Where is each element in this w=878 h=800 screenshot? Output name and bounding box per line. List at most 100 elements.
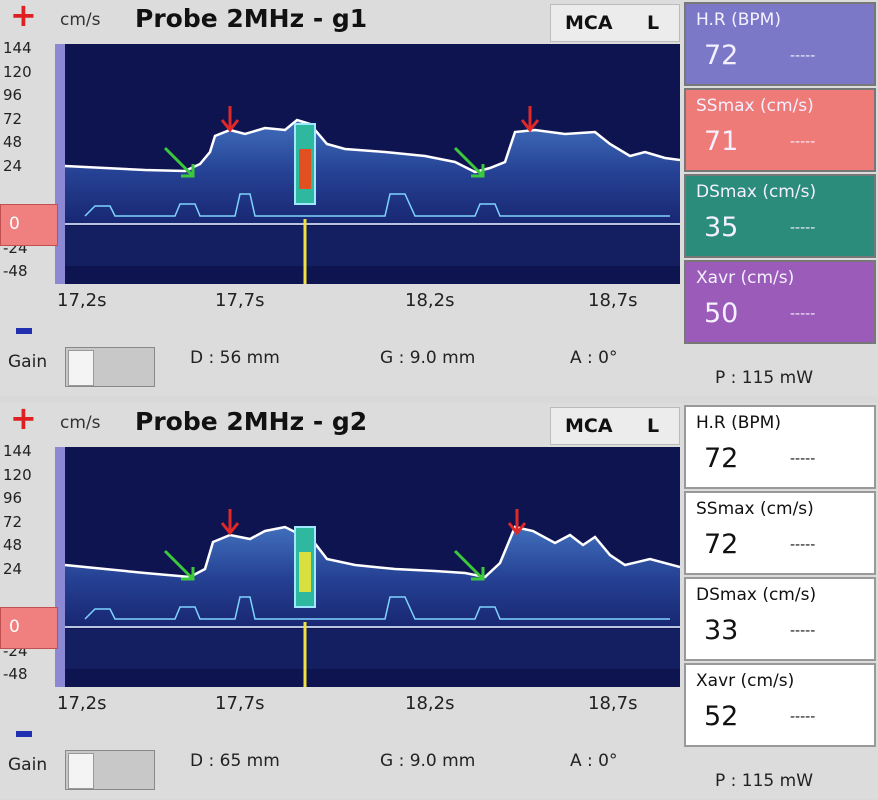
below-baseline: [65, 629, 680, 669]
metric-label: SSmax (cm/s): [696, 499, 814, 519]
y-tick-label: 24: [3, 157, 23, 175]
metric-box: H.R (BPM) 72 -----: [684, 2, 876, 86]
metric-trend: -----: [790, 709, 816, 725]
metric-trend: -----: [790, 220, 816, 236]
metric-trend: -----: [790, 623, 816, 639]
flow-envelope: [64, 525, 680, 579]
y-tick-label: 48: [3, 536, 23, 554]
doppler-panel: + cm/s Probe 2MHz - g1 MCA L 144 120 96 72 48 24 -2…: [0, 0, 878, 396]
y-tick-label: 144: [3, 442, 32, 460]
gate-label: G : 9.0 mm: [380, 751, 476, 771]
spectrogram: [55, 447, 680, 687]
metric-trend: -----: [790, 306, 816, 322]
x-tick-label: 17,2s: [57, 290, 107, 311]
gain-label: Gain: [8, 755, 48, 775]
axis-strip: [55, 447, 65, 687]
metric-trend: -----: [790, 48, 816, 64]
metric-value: 71: [704, 126, 739, 157]
flow-fill: [65, 527, 680, 627]
minus-icon: [16, 328, 32, 334]
zero-box: 0: [0, 607, 58, 649]
y-tick-label: 72: [3, 110, 23, 128]
y-tick-label: 96: [3, 86, 23, 104]
metric-box: SSmax (cm/s) 71 -----: [684, 88, 876, 172]
green-arrow: [163, 146, 195, 178]
slider-thumb: [68, 753, 94, 789]
lower-trace: [84, 193, 670, 217]
gain-slider[interactable]: [65, 347, 155, 387]
metric-box: SSmax (cm/s) 72 -----: [684, 491, 876, 575]
gate-label: G : 9.0 mm: [380, 348, 476, 368]
metric-label: Xavr (cm/s): [696, 671, 795, 691]
metric-box: Xavr (cm/s) 52 -----: [684, 663, 876, 747]
metric-value: 35: [704, 212, 739, 243]
y-tick-label: -48: [3, 262, 28, 280]
plus-sign: +: [10, 0, 37, 34]
vessel-label: MCA: [565, 12, 613, 34]
metric-label: H.R (BPM): [696, 10, 781, 30]
metric-value: 72: [704, 40, 739, 71]
gain-label: Gain: [8, 352, 48, 372]
green-arrow: [163, 549, 195, 581]
slider-thumb: [68, 350, 94, 386]
y-tick-label: -48: [3, 665, 28, 683]
x-tick-label: 17,7s: [215, 290, 265, 311]
green-arrow: [453, 146, 485, 178]
doppler-panel: + cm/s Probe 2MHz - g2 MCA L 144 120 96 72 48 24 -2…: [0, 399, 878, 799]
gain-slider[interactable]: [65, 750, 155, 790]
y-tick-label: 48: [3, 133, 23, 151]
power-label: P : 115 mW: [715, 368, 814, 388]
x-tick-label: 18,2s: [405, 290, 455, 311]
metric-box: H.R (BPM) 72 -----: [684, 405, 876, 489]
metric-label: H.R (BPM): [696, 413, 781, 433]
metric-label: SSmax (cm/s): [696, 96, 814, 116]
minus-icon: [16, 731, 32, 737]
y-tick-label: 120: [3, 466, 32, 484]
unit-label: cm/s: [60, 10, 101, 30]
metric-trend: -----: [790, 451, 816, 467]
x-tick-label: 18,7s: [588, 290, 638, 311]
probe-title: Probe 2MHz - g2: [135, 407, 368, 436]
red-arrow: [507, 509, 527, 536]
x-tick-label: 18,7s: [588, 693, 638, 714]
zero-box: 0: [0, 204, 58, 246]
y-tick-label: 24: [3, 560, 23, 578]
green-arrow: [453, 549, 485, 581]
metric-box: Xavr (cm/s) 50 -----: [684, 260, 876, 344]
lower-trace: [84, 596, 670, 620]
below-baseline: [65, 226, 680, 266]
flow-envelope: [64, 118, 680, 174]
probe-title: Probe 2MHz - g1: [135, 4, 368, 33]
sample-core: [299, 552, 311, 592]
vessel-label: MCA: [565, 415, 613, 437]
metric-value: 72: [704, 529, 739, 560]
y-tick-label: 72: [3, 513, 23, 531]
sample-core: [299, 149, 311, 189]
unit-label: cm/s: [60, 413, 101, 433]
side-label: L: [647, 12, 660, 34]
x-tick-label: 17,2s: [57, 693, 107, 714]
metric-value: 72: [704, 443, 739, 474]
metric-box: DSmax (cm/s) 35 -----: [684, 174, 876, 258]
side-label: L: [647, 415, 660, 437]
y-tick-label: 120: [3, 63, 32, 81]
angle-label: A : 0°: [570, 751, 618, 771]
depth-label: D : 65 mm: [190, 751, 280, 771]
x-tick-label: 18,2s: [405, 693, 455, 714]
zero-label: 0: [9, 617, 20, 637]
red-arrow: [220, 509, 240, 536]
zero-label: 0: [9, 214, 20, 234]
red-arrow: [520, 106, 540, 133]
depth-label: D : 56 mm: [190, 348, 280, 368]
metric-value: 50: [704, 298, 739, 329]
y-tick-label: 96: [3, 489, 23, 507]
plus-sign: +: [10, 399, 37, 437]
metric-label: Xavr (cm/s): [696, 268, 795, 288]
red-arrow: [220, 106, 240, 133]
metric-value: 33: [704, 615, 739, 646]
metric-box: DSmax (cm/s) 33 -----: [684, 577, 876, 661]
metric-trend: -----: [790, 134, 816, 150]
vessel-box: MCA L: [550, 4, 680, 42]
axis-strip: [55, 44, 65, 284]
